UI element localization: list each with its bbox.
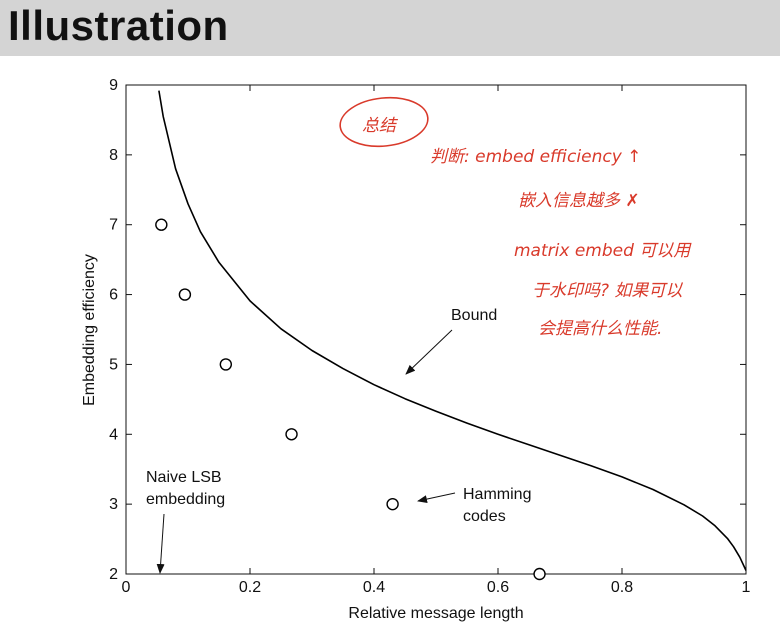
x-tick-label: 0 xyxy=(122,579,131,596)
plot-frame xyxy=(125,84,747,575)
hamming-point xyxy=(533,567,546,581)
bound-annotation: Bound xyxy=(405,307,497,375)
y-tick-label: 7 xyxy=(109,217,118,234)
x-tick-label: 0.8 xyxy=(611,579,633,596)
y-tick-label: 4 xyxy=(109,426,118,443)
x-tick-label: 1 xyxy=(742,579,751,596)
circled-note: 总结 xyxy=(362,116,399,136)
note-line-5: 会提高什么性能. xyxy=(538,319,662,339)
y-tick-label: 2 xyxy=(109,566,118,583)
x-tick-label: 0.2 xyxy=(239,579,261,596)
hamming-arrow xyxy=(417,492,456,504)
handwritten-notes: 总结 判断: embed efficiency ↑ 嵌入信息越多 ✗ matri… xyxy=(339,96,692,339)
bound-arrow xyxy=(405,329,453,375)
axes xyxy=(125,84,747,575)
title-bar: Illustration xyxy=(0,0,780,56)
bound-label: Bound xyxy=(451,307,497,324)
note-line-4: 于水印吗? 如果可以 xyxy=(532,281,683,301)
hamming-point xyxy=(178,288,192,301)
y-tick-label: 5 xyxy=(109,356,118,373)
hamming-label-line2: codes xyxy=(463,508,506,525)
y-ticks: 2 3 4 5 6 7 8 9 xyxy=(109,77,746,583)
hamming-point xyxy=(386,497,399,511)
naive-label-line2: embedding xyxy=(146,491,225,508)
hamming-point xyxy=(285,428,298,441)
y-tick-label: 8 xyxy=(109,147,118,164)
hamming-point xyxy=(155,218,168,231)
x-ticks: 0 0.2 0.4 0.6 0.8 1 xyxy=(122,85,751,596)
series-layer xyxy=(155,90,747,581)
y-tick-label: 3 xyxy=(109,496,118,513)
x-tick-label: 0.4 xyxy=(363,579,385,596)
hamming-annotation: Hamming codes xyxy=(417,486,531,525)
naive-label-line1: Naive LSB xyxy=(146,469,222,486)
y-tick-label: 6 xyxy=(109,287,118,304)
hamming-point xyxy=(219,358,233,371)
x-tick-label: 0.6 xyxy=(487,579,509,596)
naive-annotation: Naive LSB embedding xyxy=(146,469,225,574)
y-axis-label: Embedding efficiency xyxy=(81,254,98,406)
note-line-1: 判断: embed efficiency ↑ xyxy=(430,147,641,167)
note-line-2: 嵌入信息越多 ✗ xyxy=(518,191,640,211)
hamming-label-line1: Hamming xyxy=(463,486,531,503)
note-line-3: matrix embed 可以用 xyxy=(514,241,692,261)
circled-note-outline xyxy=(339,96,429,148)
slide-title: Illustration xyxy=(8,2,229,49)
x-axis-label: Relative message length xyxy=(348,605,523,622)
naive-arrow xyxy=(156,513,165,574)
y-tick-label: 9 xyxy=(109,77,118,94)
bound-curve xyxy=(158,90,747,571)
